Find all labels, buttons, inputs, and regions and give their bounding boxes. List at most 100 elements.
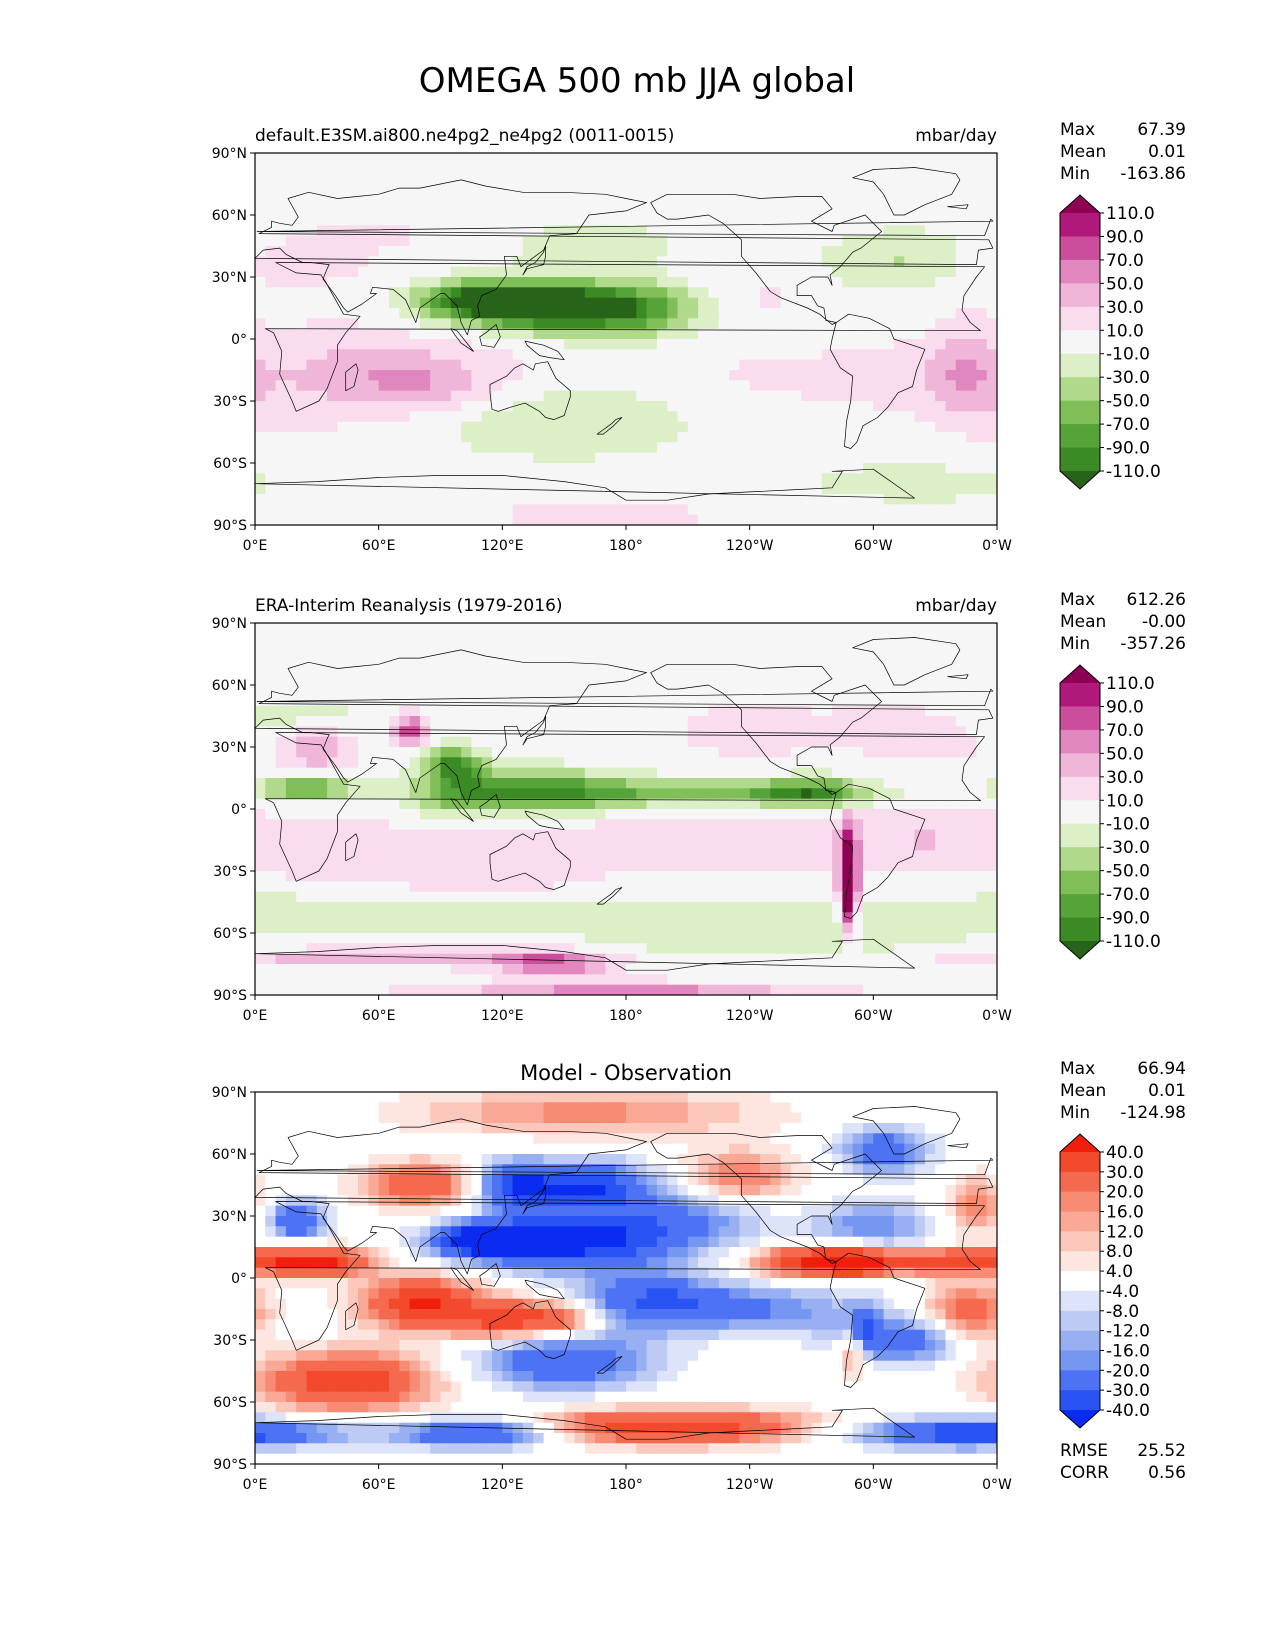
field-cell bbox=[821, 757, 833, 769]
field-cell bbox=[780, 871, 792, 882]
field-cell bbox=[605, 514, 617, 525]
field-cell bbox=[419, 442, 431, 454]
field-cell bbox=[440, 933, 452, 944]
field-cell bbox=[605, 829, 617, 841]
field-cell bbox=[811, 287, 823, 299]
field-cell bbox=[337, 705, 349, 717]
field-cell bbox=[461, 850, 473, 862]
field-cell bbox=[873, 809, 885, 820]
field-cell bbox=[677, 654, 689, 665]
field-cell bbox=[564, 871, 576, 882]
field-cell bbox=[389, 705, 400, 717]
field-cell bbox=[945, 819, 957, 831]
field-cell bbox=[255, 452, 266, 464]
field-cell bbox=[595, 902, 607, 913]
field-cell bbox=[492, 266, 503, 278]
field-cell bbox=[368, 266, 380, 278]
field-cell bbox=[255, 194, 266, 206]
field-cell bbox=[935, 256, 947, 268]
field-cell bbox=[832, 256, 844, 268]
field-cell bbox=[770, 452, 782, 464]
field-cell bbox=[893, 380, 905, 392]
field-cell bbox=[492, 736, 503, 748]
field-cell bbox=[863, 933, 874, 944]
field-cell bbox=[677, 819, 689, 831]
field-cell bbox=[739, 411, 751, 423]
field-cell bbox=[729, 163, 741, 175]
field-cell bbox=[935, 840, 947, 851]
field-cell bbox=[832, 850, 844, 862]
field-cell bbox=[430, 349, 442, 361]
field-cell bbox=[255, 339, 266, 350]
field-cell bbox=[450, 359, 462, 371]
field-cell bbox=[461, 871, 473, 882]
field-cell bbox=[708, 829, 720, 841]
field-cell bbox=[615, 225, 627, 237]
field-cell bbox=[409, 871, 421, 882]
field-cell bbox=[543, 318, 555, 330]
field-cell bbox=[749, 153, 761, 164]
field-cell bbox=[677, 850, 689, 862]
field-cell bbox=[883, 339, 895, 350]
field-cell bbox=[708, 473, 720, 485]
field-cell bbox=[265, 633, 277, 645]
field-cell bbox=[883, 798, 895, 810]
field-cell bbox=[821, 173, 833, 185]
field-cell bbox=[883, 411, 895, 423]
field-cell bbox=[512, 339, 524, 350]
field-cell bbox=[749, 359, 761, 371]
field-cell bbox=[265, 370, 277, 381]
field-cell bbox=[502, 504, 514, 516]
field-cell bbox=[883, 871, 895, 882]
field-cell bbox=[595, 297, 607, 309]
field-cell bbox=[553, 494, 565, 505]
field-cell bbox=[306, 401, 318, 412]
field-cell bbox=[832, 463, 844, 474]
field-cell bbox=[255, 933, 266, 944]
field-cell bbox=[419, 881, 431, 893]
field-cell bbox=[419, 215, 431, 226]
field-cell bbox=[687, 390, 699, 402]
field-cell bbox=[430, 153, 442, 164]
field-cell bbox=[399, 432, 411, 443]
field-cell bbox=[966, 277, 978, 288]
field-cell bbox=[677, 380, 689, 392]
field-cell bbox=[924, 266, 936, 278]
field-cell bbox=[265, 318, 277, 330]
field-cell bbox=[729, 891, 741, 903]
field-cell bbox=[409, 736, 421, 748]
field-cell bbox=[914, 705, 926, 717]
field-cell bbox=[358, 359, 370, 371]
field-cell bbox=[626, 235, 637, 247]
field-cell bbox=[832, 654, 844, 665]
field-cell bbox=[821, 452, 833, 464]
field-cell bbox=[492, 215, 503, 226]
field-cell bbox=[255, 674, 266, 686]
field-cell bbox=[729, 778, 741, 789]
field-cell bbox=[605, 266, 617, 278]
field-cell bbox=[347, 204, 359, 216]
field-cell bbox=[966, 287, 978, 299]
field-cell bbox=[450, 194, 462, 206]
field-cell bbox=[780, 266, 792, 278]
field-cell bbox=[821, 277, 833, 288]
field-cell bbox=[626, 798, 637, 810]
field-cell bbox=[739, 421, 751, 433]
field-cell bbox=[296, 235, 308, 247]
field-cell bbox=[605, 747, 617, 758]
field-cell bbox=[811, 695, 823, 707]
field-cell bbox=[502, 891, 514, 903]
field-cell bbox=[419, 318, 431, 330]
field-cell bbox=[378, 163, 390, 175]
field-cell bbox=[306, 514, 318, 525]
field-cell bbox=[698, 819, 710, 831]
field-cell bbox=[605, 483, 617, 495]
field-cell bbox=[378, 432, 390, 443]
field-cell bbox=[522, 473, 534, 485]
field-cell bbox=[976, 173, 988, 185]
field-cell bbox=[801, 473, 813, 485]
field-cell bbox=[986, 401, 997, 412]
field-cell bbox=[687, 442, 699, 454]
field-cell bbox=[821, 736, 833, 748]
field-cell bbox=[522, 674, 534, 686]
